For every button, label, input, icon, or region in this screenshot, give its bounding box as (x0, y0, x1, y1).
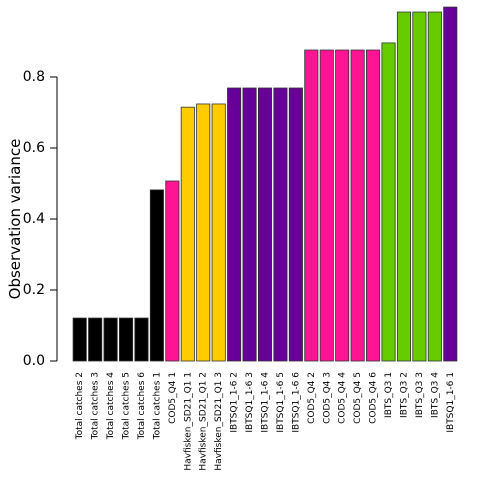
x-tick-label: Havfisken_SD21_Q1 2 (199, 372, 209, 471)
x-tick-label: IBTSQ1_1-6 1 (446, 372, 456, 433)
x-tick-label: COD5_Q4 3 (322, 372, 332, 424)
bar (396, 11, 411, 362)
bar (350, 49, 365, 362)
x-tick-label: COD5_Q4 5 (353, 372, 363, 424)
bar (366, 49, 381, 362)
x-tick-label: Total catches 5 (122, 372, 132, 440)
x-tick-label: Total catches 2 (75, 372, 85, 440)
x-tick-label: IBTS_Q3 3 (415, 372, 425, 418)
bar (227, 87, 242, 362)
bar (196, 103, 211, 362)
y-tick-label: 0.0 (23, 353, 45, 369)
x-tick-label: IBTSQ1_1-6 3 (245, 372, 255, 433)
y-tick-label: 0.4 (23, 211, 45, 227)
bar (242, 87, 257, 362)
bar (304, 49, 319, 362)
bar (165, 180, 180, 362)
x-tick-label: Total catches 6 (137, 372, 147, 441)
bar (180, 106, 195, 362)
x-tick-label: COD5_Q4 2 (307, 372, 317, 424)
x-tick-label: IBTSQ1_1-6 2 (230, 372, 240, 433)
bar (88, 317, 103, 362)
x-tick-label: IBTSQ1_1-6 5 (276, 372, 286, 433)
x-tick-label: COD5_Q4 1 (168, 372, 178, 424)
y-tick-label: 0.8 (23, 69, 45, 85)
bar (335, 49, 350, 362)
bar (257, 87, 273, 362)
bar (211, 103, 226, 362)
bar (288, 87, 303, 362)
bar (134, 317, 149, 362)
bar (319, 49, 334, 362)
x-tick-label: COD5_Q4 6 (369, 372, 379, 424)
x-tick-label: Total catches 4 (106, 372, 116, 441)
x-tick-label: Total catches 1 (152, 372, 162, 440)
x-tick-label: IBTS_Q3 4 (430, 372, 440, 418)
x-tick-label: IBTS_Q3 1 (384, 372, 394, 418)
bar (72, 317, 87, 362)
x-tick-label: IBTSQ1_1-6 4 (261, 372, 271, 433)
bar (443, 6, 458, 362)
bar (103, 317, 118, 362)
x-tick-label: Havfisken_SD21_Q1 3 (214, 372, 224, 471)
x-tick-label: Total catches 3 (91, 372, 101, 440)
y-tick-label: 0.6 (23, 140, 45, 156)
bar (149, 189, 164, 362)
bar (427, 11, 442, 362)
x-tick-label: IBTSQ1_1-6 6 (291, 372, 301, 433)
x-tick-label: Havfisken_SD21_Q1 1 (183, 372, 193, 471)
x-tick-label: IBTS_Q3 2 (399, 372, 409, 418)
bar (119, 317, 134, 362)
y-tick-label: 0.2 (23, 282, 45, 298)
bar (381, 42, 396, 362)
x-tick-label: COD5_Q4 4 (338, 372, 348, 424)
y-axis-label: Observation variance (6, 139, 24, 300)
bar (412, 11, 427, 362)
bar (273, 87, 288, 362)
